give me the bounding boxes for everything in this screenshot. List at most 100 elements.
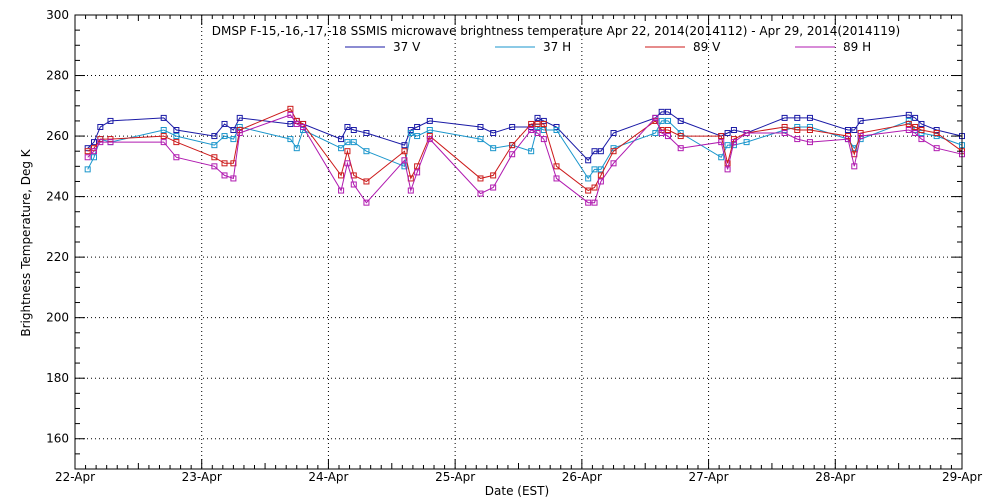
- y-tick-label: 280: [46, 69, 69, 83]
- data-point-89-v: [665, 127, 672, 134]
- data-point-37-v: [806, 114, 813, 121]
- data-point-37-v: [781, 114, 788, 121]
- data-point-37-h: [160, 127, 167, 134]
- data-point-37-v: [918, 120, 925, 127]
- data-point-37-v: [490, 130, 497, 137]
- data-point-89-h: [173, 154, 180, 161]
- data-point-37-h: [597, 166, 604, 173]
- data-point-89-v: [794, 127, 801, 134]
- y-tick-label: 260: [46, 129, 69, 143]
- data-point-37-v: [851, 127, 858, 134]
- data-point-89-h: [718, 139, 725, 146]
- data-point-89-h: [794, 136, 801, 143]
- data-point-89-v: [287, 105, 294, 112]
- data-point-89-v: [490, 172, 497, 179]
- data-point-89-v: [344, 148, 351, 155]
- data-point-89-v: [857, 130, 864, 137]
- data-point-89-h: [658, 130, 665, 137]
- y-tick-label: 240: [46, 190, 69, 204]
- data-point-37-v: [287, 120, 294, 127]
- data-point-37-v: [344, 123, 351, 130]
- data-point-89-h: [490, 184, 497, 191]
- y-tick-label: 160: [46, 432, 69, 446]
- data-point-37-v: [221, 120, 228, 127]
- data-point-89-v: [844, 133, 851, 140]
- data-point-37-h: [363, 148, 370, 155]
- data-point-37-h: [528, 148, 535, 155]
- x-tick-label: 26-Apr: [562, 470, 602, 484]
- data-point-37-v: [97, 123, 104, 130]
- data-point-37-h: [591, 166, 598, 173]
- data-point-37-v: [401, 142, 408, 149]
- data-point-37-h: [293, 145, 300, 152]
- data-point-37-h: [221, 133, 228, 140]
- data-point-37-h: [540, 127, 547, 134]
- data-point-37-h: [585, 175, 592, 182]
- data-point-37-h: [677, 130, 684, 137]
- y-axis-title: Brightness Temperature, Deg K: [19, 148, 33, 336]
- plot-frame: [74, 14, 963, 470]
- data-point-89-h: [230, 175, 237, 182]
- data-point-89-h: [84, 154, 91, 161]
- data-point-37-h: [401, 163, 408, 170]
- data-point-89-h: [652, 114, 659, 121]
- data-point-37-v: [173, 127, 180, 134]
- data-point-37-h: [553, 127, 560, 134]
- series-layer: [84, 105, 965, 206]
- y-tick-label: 200: [46, 311, 69, 325]
- x-tick-label: 29-Apr: [942, 470, 982, 484]
- legend-label: 37 H: [543, 40, 571, 54]
- y-tick-label: 180: [46, 371, 69, 385]
- axis-ticks: [74, 14, 963, 469]
- series-37-v: [84, 108, 965, 164]
- data-point-37-h: [338, 145, 345, 152]
- data-point-89-h: [477, 190, 484, 197]
- data-point-89-h: [591, 199, 598, 206]
- data-point-89-v: [597, 172, 604, 179]
- data-point-89-h: [665, 133, 672, 140]
- data-point-89-h: [401, 157, 408, 164]
- data-point-89-v: [918, 127, 925, 134]
- data-point-89-h: [363, 199, 370, 206]
- data-point-37-h: [414, 133, 421, 140]
- data-point-89-h: [724, 166, 731, 173]
- data-point-89-v: [912, 123, 919, 130]
- data-point-37-v: [230, 127, 237, 134]
- data-point-89-v: [585, 187, 592, 194]
- data-point-89-h: [221, 172, 228, 179]
- x-tick-label: 23-Apr: [182, 470, 222, 484]
- x-tick-label: 22-Apr: [55, 470, 95, 484]
- data-point-37-h: [173, 133, 180, 140]
- data-point-89-h: [534, 130, 541, 137]
- data-point-89-h: [414, 169, 421, 176]
- data-point-89-h: [553, 175, 560, 182]
- data-point-89-v: [477, 175, 484, 182]
- data-point-89-h: [677, 145, 684, 152]
- data-point-89-h: [743, 130, 750, 137]
- y-tick-label: 300: [46, 8, 69, 22]
- data-point-37-h: [724, 142, 731, 149]
- axis-labels: 22-Apr 23-Apr 24-Apr 25-Apr 26-Apr 27-Apr 28-A…: [46, 8, 982, 484]
- data-point-37-h: [918, 130, 925, 137]
- data-point-37-v: [477, 123, 484, 130]
- data-point-89-h: [236, 130, 243, 137]
- data-point-89-h: [91, 148, 98, 155]
- data-point-89-h: [407, 187, 414, 194]
- data-point-37-v: [857, 117, 864, 124]
- series-line-37-h: [87, 120, 963, 180]
- data-point-89-v: [781, 123, 788, 130]
- data-point-37-h: [407, 130, 414, 137]
- data-point-37-h: [718, 154, 725, 161]
- data-point-89-v: [401, 148, 408, 155]
- data-point-89-h: [912, 130, 919, 137]
- data-point-89-h: [211, 163, 218, 170]
- grid-lines: [75, 15, 962, 469]
- data-point-89-v: [173, 139, 180, 146]
- data-point-37-h: [652, 130, 659, 137]
- legend-label: 89 H: [843, 40, 871, 54]
- data-point-89-h: [933, 145, 940, 152]
- data-point-37-v: [730, 127, 737, 134]
- x-tick-label: 27-Apr: [689, 470, 729, 484]
- data-point-89-h: [160, 139, 167, 146]
